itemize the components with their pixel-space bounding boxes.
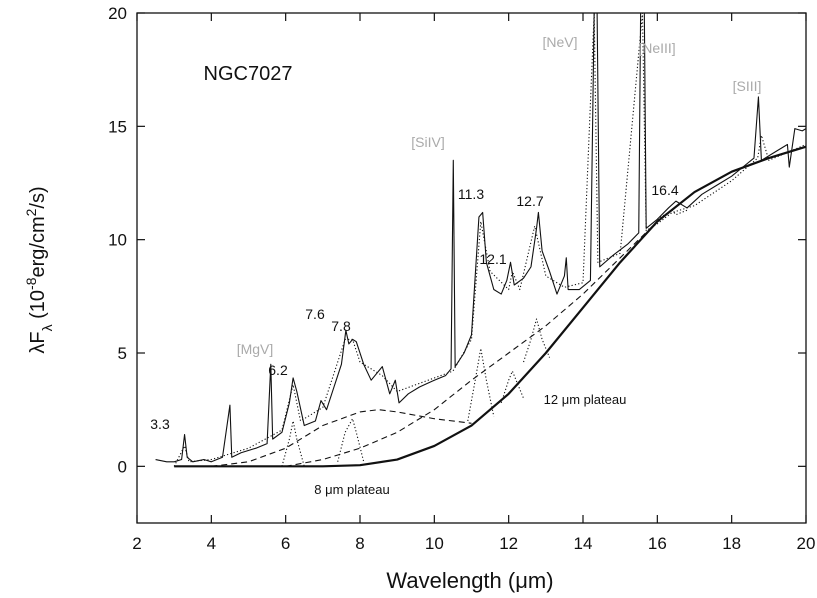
y-axis-label-part: λ [39, 324, 55, 331]
y-tick-label: 5 [118, 344, 127, 363]
annotation: NGC7027 [204, 63, 293, 85]
x-tick-label: 4 [207, 534, 216, 553]
x-tick-label: 6 [281, 534, 290, 553]
y-axis-label-part: -8 [23, 277, 39, 290]
x-tick-label: 18 [722, 534, 741, 553]
spectrum-line [281, 209, 688, 467]
x-tick-label: 8 [355, 534, 364, 553]
annotation: [SiIV] [411, 134, 444, 150]
x-axis-label: Wavelength (μm) [386, 568, 553, 593]
y-tick-label: 0 [118, 457, 127, 476]
annotation: 12 μm plateau [544, 392, 627, 407]
annotation: 12.7 [516, 193, 543, 209]
annotation: 8 μm plateau [314, 482, 389, 497]
y-tick-label: 15 [108, 117, 127, 136]
annotation: [NeIII] [638, 40, 675, 56]
annotation: [NeV] [542, 34, 577, 50]
y-tick-label: 20 [108, 4, 127, 23]
annotation: [MgV] [237, 341, 274, 357]
y-axis-label-part: /s) [27, 186, 49, 208]
y-axis-label-part: (10 [27, 290, 49, 324]
y-axis-label: λFλ (10-8erg/cm2/s) [23, 186, 55, 353]
y-axis-label-part: erg/cm [27, 216, 49, 277]
y-tick-label: 10 [108, 231, 127, 250]
annotation: 16.4 [651, 182, 678, 198]
spectrum-line [155, 13, 806, 463]
annotation: 11.3 [458, 186, 484, 202]
x-tick-label: 2 [132, 534, 141, 553]
plot-frame [136, 12, 807, 524]
spectrum-line [174, 145, 806, 468]
y-axis-label-part: 2 [23, 208, 39, 216]
annotation: 7.6 [305, 306, 325, 322]
spectrum-line [285, 146, 806, 467]
x-tick-label: 12 [499, 534, 518, 553]
x-tick-label: 14 [574, 534, 593, 553]
annotation: 3.3 [150, 416, 170, 432]
annotation: 6.2 [268, 362, 288, 378]
spectrum-line [211, 409, 472, 467]
annotation: 12.1 [479, 251, 506, 267]
annotation: 7.8 [331, 318, 351, 334]
y-axis-label-part: λF [27, 331, 49, 353]
x-tick-label: 20 [797, 534, 816, 553]
annotation: [SIII] [733, 78, 762, 94]
x-tick-label: 10 [425, 534, 444, 553]
spectrum-line [173, 13, 806, 467]
x-tick-label: 16 [648, 534, 667, 553]
